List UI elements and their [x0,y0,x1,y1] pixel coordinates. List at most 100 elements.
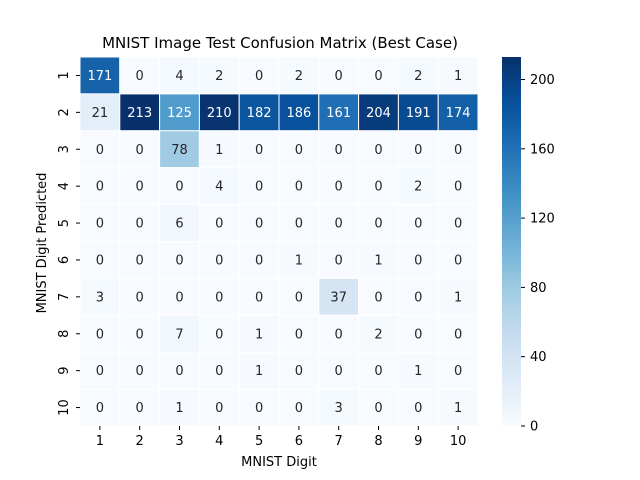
x-tick-label: 5 [255,434,263,449]
cell-value-label: 0 [136,253,144,268]
cell-value-label: 0 [414,290,422,305]
y-axis-ticks: 1 2 3 4 5 6 7 8 9 10 [57,71,80,416]
cell-value-label: 0 [136,364,144,379]
heatmap-cell [437,93,479,132]
y-tick-label: 5 [57,219,72,227]
y-tick-label: 1 [57,71,72,79]
cell-value-label: 1 [295,253,303,268]
heatmap-cell [278,314,320,353]
cell-value-label: 0 [96,253,104,268]
x-tick-label: 2 [136,434,144,449]
cell-value-label: 1 [255,364,263,379]
heatmap-cell [198,93,240,132]
cell-value-label: 204 [366,106,391,121]
heatmap-cell [397,277,439,316]
heatmap-cell [318,277,360,316]
heatmap-cell [119,93,161,132]
cell-value-label: 1 [454,401,462,416]
heatmap-cell [437,167,479,206]
heatmap-cell [318,93,360,132]
cell-value-label: 0 [414,253,422,268]
heatmap-cell [397,388,439,427]
cell-value-label: 0 [374,143,382,158]
heatmap-cell [437,204,479,243]
x-tick-label: 1 [96,434,104,449]
cell-value-label: 7 [175,327,183,342]
cell-value-label: 0 [175,180,183,195]
heatmap-cell [397,130,439,169]
cell-value-label: 0 [215,327,223,342]
cell-value-label: 0 [335,217,343,232]
heatmap-cell [437,277,479,316]
cell-value-label: 1 [175,401,183,416]
cell-value-label: 1 [454,290,462,305]
cell-value-label: 1 [454,69,462,84]
heatmap-cell [79,388,121,427]
cell-value-label: 1 [215,143,223,158]
x-tick-label: 4 [215,434,223,449]
heatmap-cell [198,351,240,390]
y-tick-label: 9 [57,367,72,375]
y-tick-label: 6 [57,256,72,264]
cell-value-label: 0 [136,401,144,416]
heatmap-cell [437,388,479,427]
cell-value-label: 0 [414,401,422,416]
cell-value-label: 0 [454,217,462,232]
cell-value-label: 0 [215,253,223,268]
cell-value-label: 0 [255,217,263,232]
cell-value-label: 3 [335,401,343,416]
heatmap-cell [358,388,399,427]
cell-value-label: 0 [255,253,263,268]
cell-value-label: 0 [215,290,223,305]
cell-value-label: 0 [295,364,303,379]
heatmap-cell [238,241,280,279]
heatmap-cell [397,351,439,390]
cell-value-label: 171 [87,69,112,84]
cell-value-label: 0 [255,69,263,84]
heatmap-cell [119,314,161,353]
cell-value-label: 0 [414,327,422,342]
heatmap-cell [397,93,439,132]
cell-value-label: 4 [175,69,183,84]
cell-value-label: 186 [286,106,311,121]
x-tick-label: 7 [335,434,343,449]
colorbar-tick-label: 120 [530,212,555,227]
cell-value-label: 0 [374,364,382,379]
colorbar-tick-label: 40 [530,350,547,365]
heatmap-cell [397,241,439,279]
heatmap-cell [358,351,399,390]
x-tick-label: 6 [295,434,303,449]
heatmap-cell [79,167,121,206]
cell-value-label: 3 [96,290,104,305]
heatmap-cell [159,241,200,279]
heatmap-cell [278,241,320,279]
cell-value-label: 0 [374,69,382,84]
cell-value-label: 0 [454,327,462,342]
cell-value-label: 0 [255,180,263,195]
cell-value-label: 0 [175,290,183,305]
cell-value-label: 0 [255,143,263,158]
y-tick-label: 10 [57,399,72,416]
chart-title: MNIST Image Test Confusion Matrix (Best … [102,34,458,52]
heatmap-cell [358,314,399,353]
heatmap-cell [278,388,320,427]
cell-value-label: 0 [215,364,223,379]
cell-value-label: 0 [374,217,382,232]
cell-value-label: 161 [326,106,351,121]
cell-value-label: 0 [96,401,104,416]
colorbar-tick-label: 80 [530,281,547,296]
x-axis-label: MNIST Digit [241,455,317,470]
heatmap-cell [79,277,121,316]
cell-value-label: 0 [374,401,382,416]
heatmap-cell [278,277,320,316]
heatmap-cell [318,130,360,169]
x-tick-label: 10 [450,434,467,449]
heatmap-cell [278,167,320,206]
cell-value-label: 1 [414,364,422,379]
cell-value-label: 0 [136,180,144,195]
x-tick-label: 8 [374,434,382,449]
heatmap-cell [318,351,360,390]
cell-value-label: 0 [454,143,462,158]
heatmap-cell [278,56,320,95]
